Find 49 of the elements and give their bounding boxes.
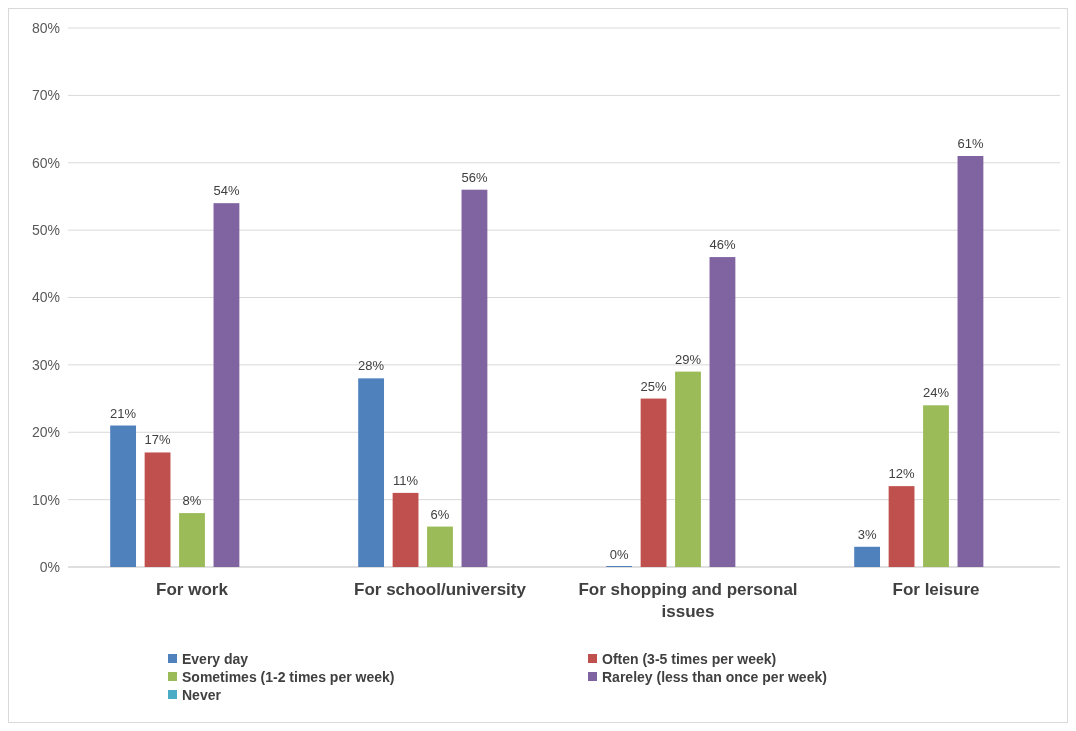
data-label: 25% [640, 378, 667, 394]
data-label: 61% [957, 136, 984, 152]
y-tick-label: 20% [31, 424, 60, 441]
legend-label: Often (3-5 times per week) [602, 650, 777, 667]
bar [854, 546, 881, 567]
bar [427, 526, 453, 567]
bar [461, 189, 488, 567]
data-label: 56% [461, 169, 488, 185]
bar [675, 371, 701, 567]
bar [110, 425, 137, 567]
y-tick-label: 40% [31, 289, 60, 306]
x-tick-label: For leisure [892, 580, 980, 599]
data-label: 6% [430, 506, 450, 522]
data-label: 24% [922, 385, 950, 401]
legend-label: Sometimes (1-2 times per week) [182, 668, 395, 685]
data-label: 0% [609, 547, 629, 562]
y-tick-label: 70% [31, 87, 60, 104]
bar [144, 452, 171, 567]
data-label: 29% [674, 351, 702, 367]
y-tick-label: 50% [31, 222, 60, 239]
x-tick-label: For work [156, 580, 229, 599]
bar [923, 405, 949, 567]
bar [392, 492, 419, 567]
bar [709, 257, 736, 567]
data-label: 21% [110, 405, 137, 421]
data-label: 3% [857, 526, 877, 542]
data-label: 11% [393, 472, 419, 488]
data-label: 28% [358, 358, 385, 374]
x-tick-label: For shopping and personal issues [578, 580, 798, 621]
y-tick-label: 60% [31, 154, 60, 171]
data-label: 54% [213, 183, 240, 199]
bar [957, 156, 984, 567]
legend-label: Rareley (less than once per week) [602, 668, 827, 685]
y-tick-label: 10% [31, 491, 60, 508]
y-tick-label: 0% [39, 558, 60, 575]
x-tick-label: For school/university [354, 580, 527, 599]
y-tick-label: 30% [31, 356, 60, 373]
y-tick-label: 80% [31, 19, 60, 36]
bar [213, 203, 240, 567]
legend-label: Never [182, 686, 222, 703]
data-label: 17% [144, 432, 171, 448]
data-label: 12% [888, 466, 915, 482]
data-label: 46% [709, 237, 736, 253]
legend-label: Every day [182, 650, 249, 667]
bar [640, 398, 667, 567]
data-label: 8% [182, 493, 202, 509]
bar [888, 486, 915, 567]
bar [358, 378, 385, 567]
bar [179, 513, 205, 567]
